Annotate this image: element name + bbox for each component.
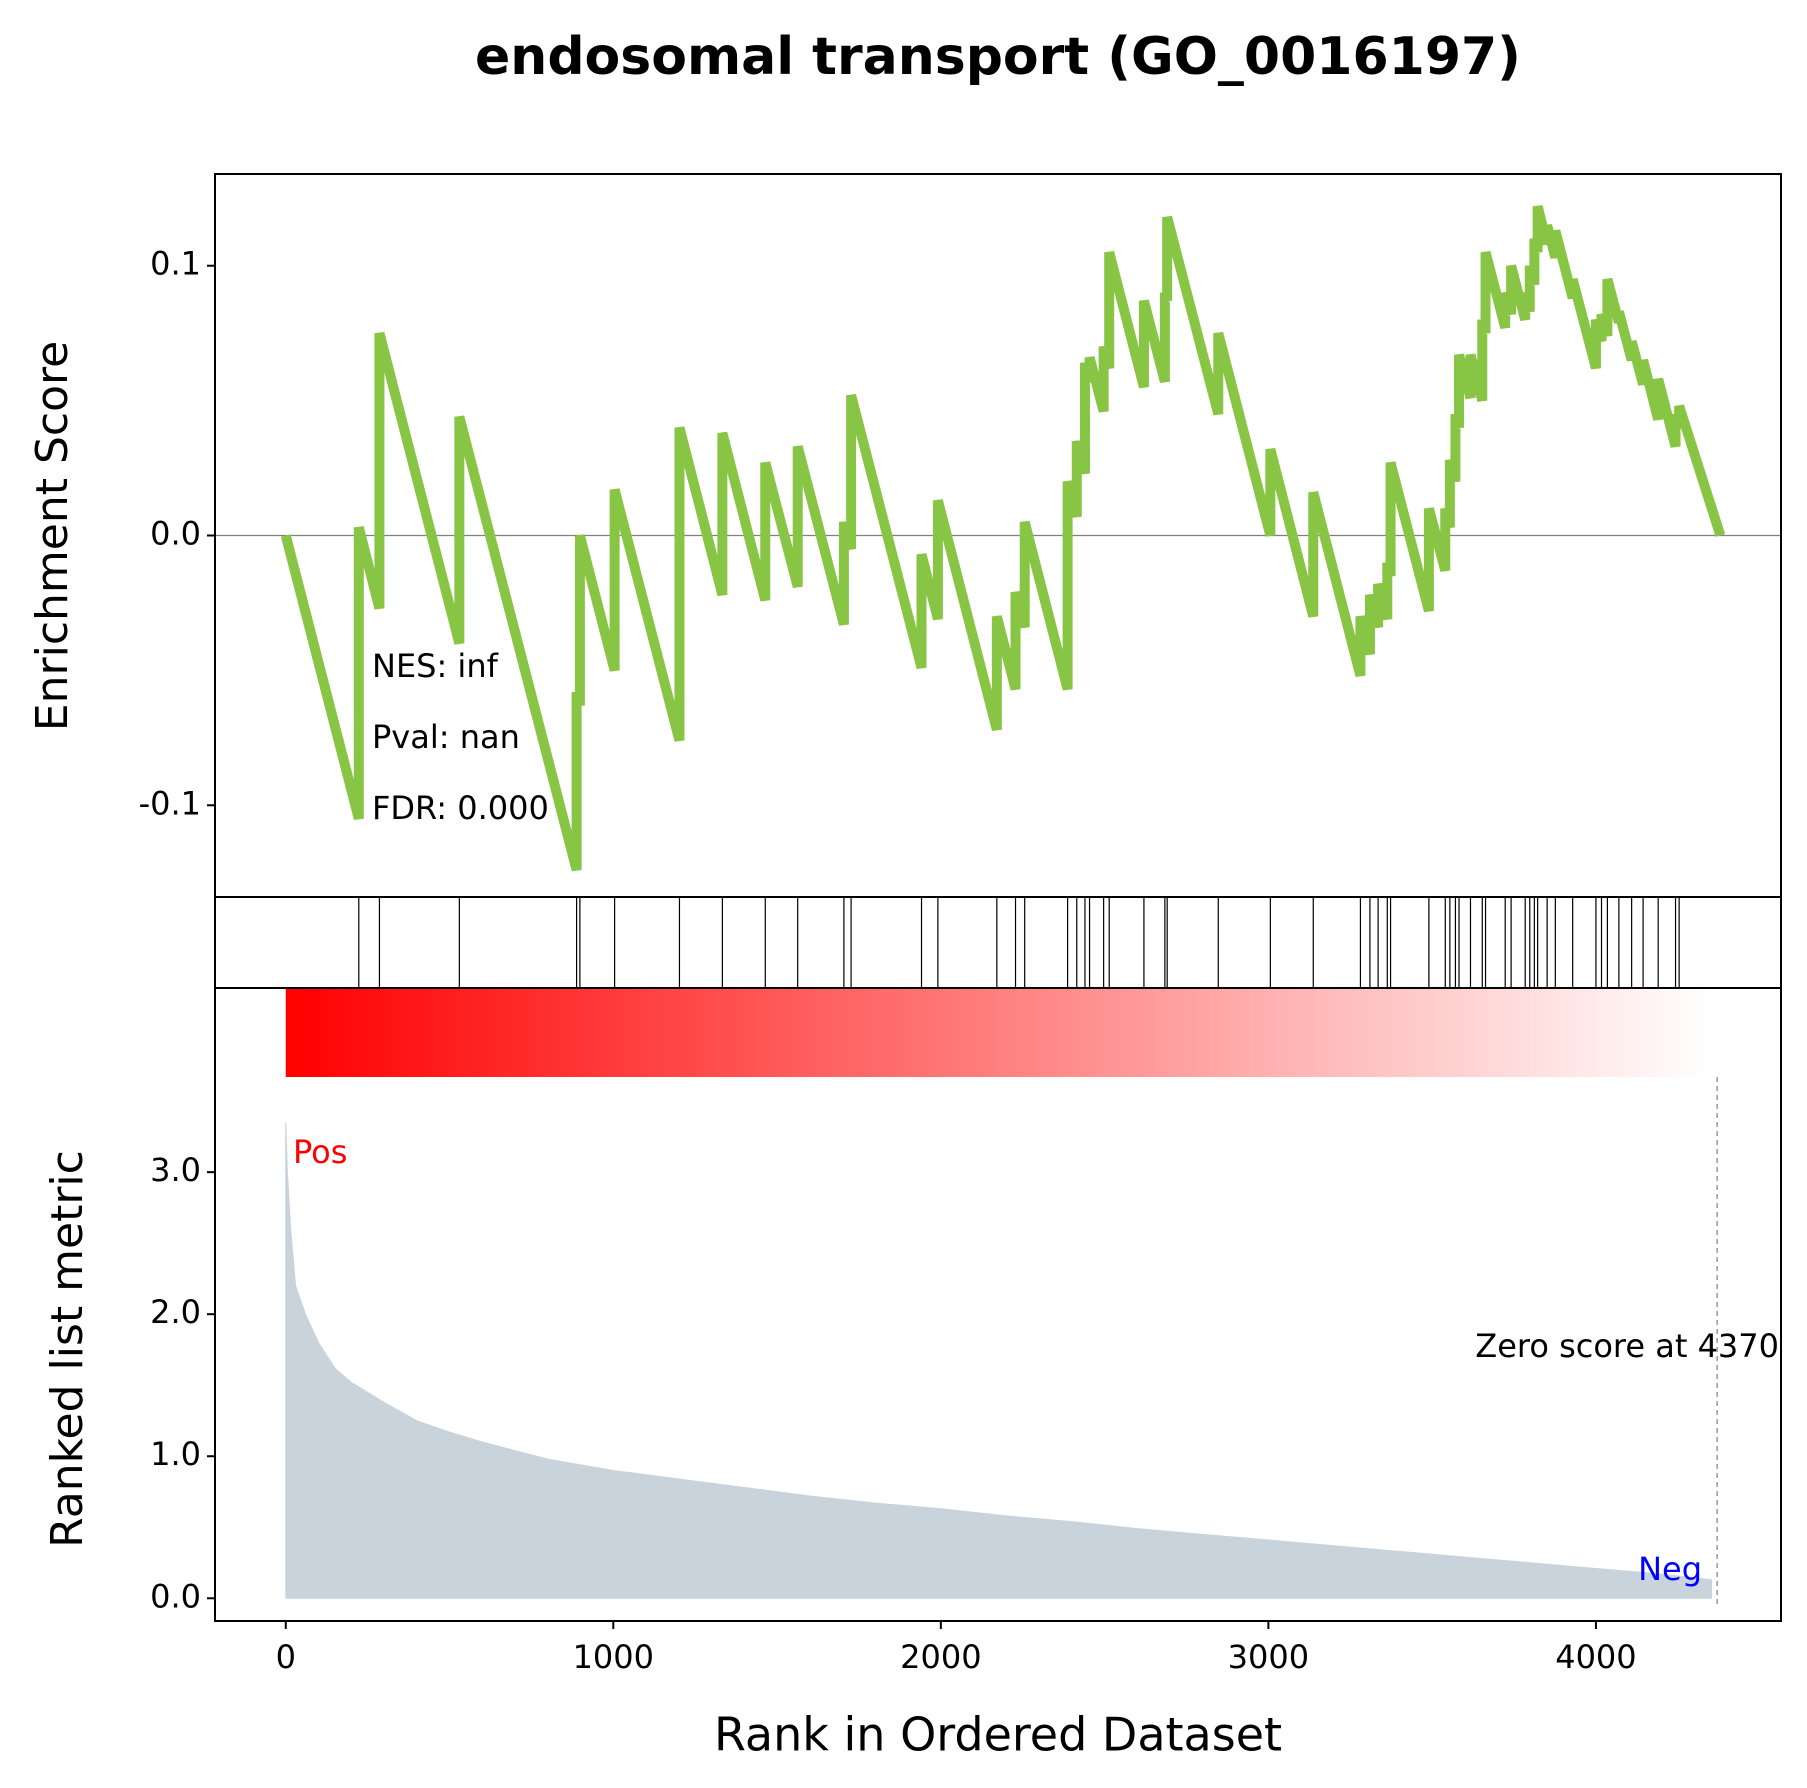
y-tick-label: 1.0 <box>150 1435 201 1473</box>
stat-annotation: Pval: nan <box>372 718 520 756</box>
metric-area <box>285 1122 1713 1599</box>
y-axis-label: Enrichment Score <box>27 341 78 731</box>
y-axis-label: Ranked list metric <box>42 1150 93 1548</box>
x-tick-label: 2000 <box>900 1638 981 1676</box>
y-tick-label: 0.0 <box>150 1577 201 1615</box>
stat-annotation: FDR: 0.000 <box>372 789 549 827</box>
x-tick-label: 0 <box>276 1638 296 1676</box>
pos-label: Pos <box>293 1133 347 1171</box>
panel-frame <box>214 987 1782 1622</box>
x-tick-label: 4000 <box>1555 1638 1636 1676</box>
x-axis-label: Rank in Ordered Dataset <box>714 1708 1282 1762</box>
x-tick-label: 3000 <box>1228 1638 1309 1676</box>
y-tick-label: -0.1 <box>139 784 201 822</box>
y-tick-label: 3.0 <box>150 1151 201 1189</box>
y-tick-label: 2.0 <box>150 1293 201 1331</box>
chart-title: endosomal transport (GO_0016197) <box>475 27 1521 87</box>
neg-label: Neg <box>1638 1550 1702 1588</box>
es-line <box>280 205 1726 872</box>
colorbar <box>285 988 1712 1077</box>
y-tick-label: 0.1 <box>150 245 201 283</box>
zero-score-label: Zero score at 4370 <box>1475 1327 1779 1365</box>
x-tick-label: 1000 <box>573 1638 654 1676</box>
y-tick-label: 0.0 <box>150 515 201 553</box>
stat-annotation: NES: inf <box>372 647 499 685</box>
panel-frame <box>214 896 1782 989</box>
